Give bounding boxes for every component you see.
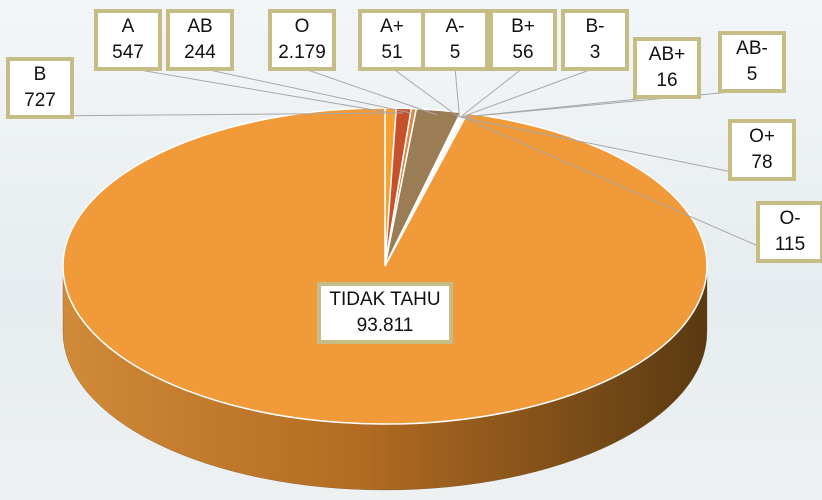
label-value: 547 xyxy=(112,42,144,63)
label-category: AB+ xyxy=(649,44,685,65)
label-value: 3 xyxy=(590,42,601,63)
label-category: A xyxy=(122,16,135,37)
label-category: O xyxy=(295,16,310,37)
label-box xyxy=(718,31,786,93)
label-category: B- xyxy=(586,16,605,37)
label-value: 727 xyxy=(24,90,56,111)
leader-line xyxy=(460,67,596,118)
label-value: 78 xyxy=(751,152,772,173)
leader-line xyxy=(39,112,404,117)
label-box xyxy=(358,9,426,71)
label-box xyxy=(756,201,822,263)
label-box xyxy=(421,9,489,71)
label-category: A+ xyxy=(380,16,404,37)
label-category: B xyxy=(34,64,47,85)
label-value: 51 xyxy=(381,42,402,63)
leader-line xyxy=(127,67,391,114)
label-box xyxy=(489,9,557,71)
label-category: AB xyxy=(187,16,212,37)
label-box xyxy=(561,9,629,71)
label-category: O- xyxy=(779,208,800,229)
leader-line xyxy=(301,67,438,116)
label-box xyxy=(268,9,336,71)
slice xyxy=(62,107,708,425)
label-value: 2.179 xyxy=(278,42,326,63)
label-value: 93.811 xyxy=(357,315,414,336)
label-box xyxy=(94,9,162,71)
label-box xyxy=(728,119,796,181)
leader-line xyxy=(459,67,524,118)
leader-line xyxy=(391,67,460,118)
leader-line xyxy=(463,117,791,261)
label-box xyxy=(633,37,701,99)
pie-tops xyxy=(62,107,708,425)
leader-lines xyxy=(39,67,791,261)
label-value: 115 xyxy=(775,234,805,255)
label-value: 244 xyxy=(184,42,216,63)
label-box xyxy=(166,9,234,71)
label-value: 5 xyxy=(747,64,758,85)
label-value: 5 xyxy=(450,42,461,63)
label-box xyxy=(317,282,453,344)
data-labels: A 547 B 727 AB 244 O 2.179 A+ 51 A- 5 B+ 56 B- 3 AB+ 16 AB… xyxy=(6,9,822,344)
label-category: O+ xyxy=(749,126,775,147)
leader-line xyxy=(461,89,753,118)
label-category: AB- xyxy=(736,38,768,59)
leader-line xyxy=(461,116,763,179)
label-box xyxy=(6,57,74,119)
label-value: 56 xyxy=(512,42,533,63)
label-category: A- xyxy=(446,16,465,37)
leader-line xyxy=(199,67,414,114)
label-category: B+ xyxy=(511,16,535,37)
leader-line xyxy=(454,67,461,118)
label-value: 16 xyxy=(656,70,677,91)
label-category: TIDAK TAHU xyxy=(329,289,440,310)
